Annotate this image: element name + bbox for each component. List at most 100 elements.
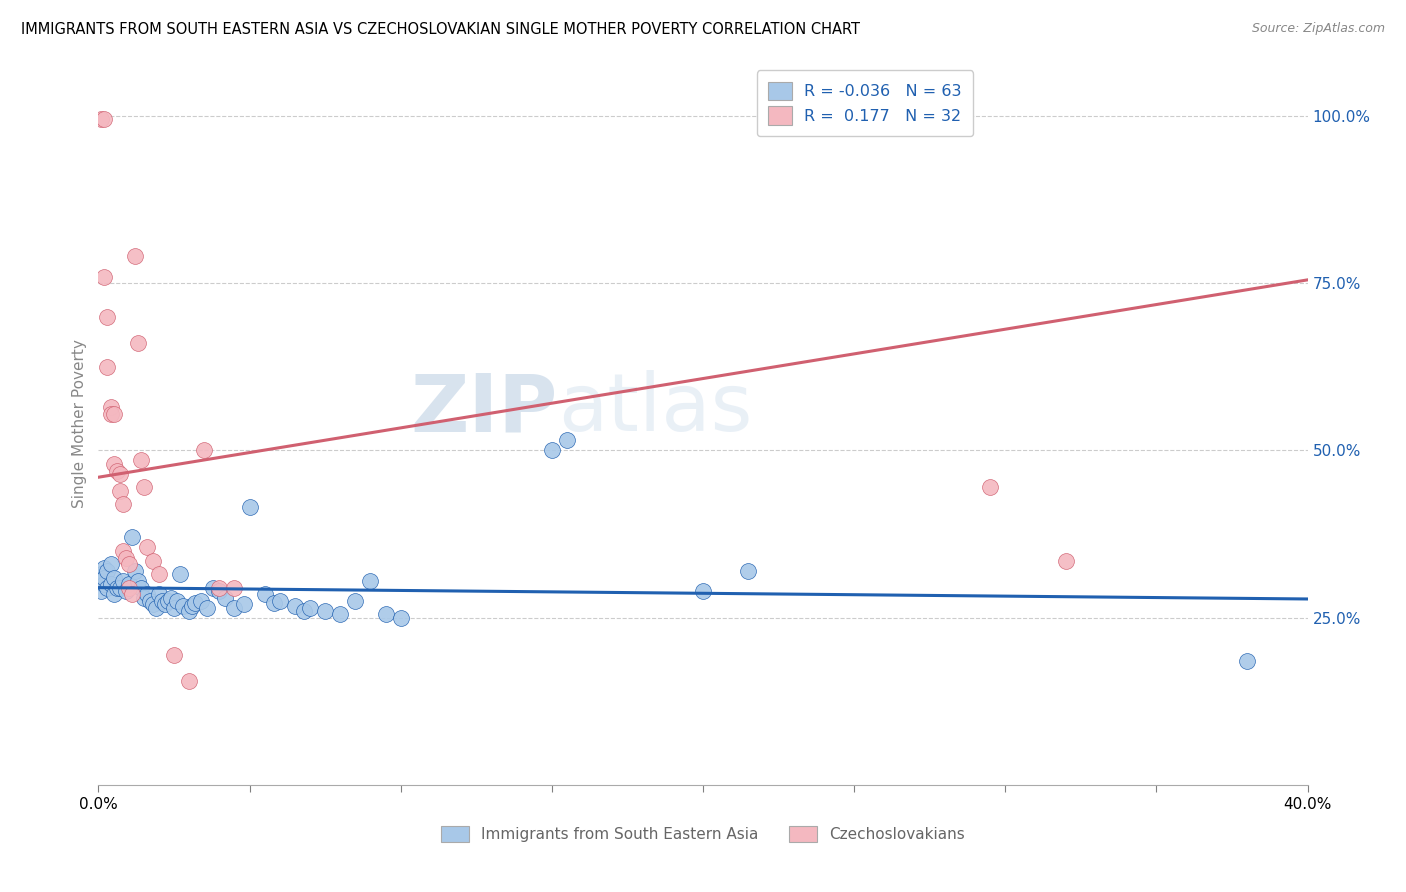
Point bbox=[253, 587, 276, 601]
Point bbox=[96, 310, 118, 324]
Point bbox=[132, 480, 155, 494]
Point bbox=[96, 359, 118, 374]
Point bbox=[108, 467, 131, 481]
Point bbox=[124, 250, 146, 264]
Point bbox=[555, 434, 578, 448]
Point bbox=[193, 443, 215, 458]
Point bbox=[232, 598, 254, 612]
Point bbox=[166, 594, 188, 608]
Point bbox=[127, 574, 149, 588]
Point bbox=[148, 567, 170, 582]
Point bbox=[105, 464, 128, 478]
Point bbox=[184, 596, 207, 610]
Point bbox=[692, 584, 714, 599]
Point bbox=[292, 604, 315, 618]
Point bbox=[314, 604, 336, 618]
Point bbox=[100, 577, 122, 591]
Point bbox=[142, 598, 165, 612]
Point bbox=[344, 594, 367, 608]
Point bbox=[139, 594, 162, 608]
Point bbox=[103, 407, 125, 421]
Point bbox=[135, 587, 157, 601]
Point bbox=[179, 604, 201, 618]
Point bbox=[148, 587, 170, 601]
Point bbox=[156, 594, 179, 608]
Point bbox=[190, 594, 212, 608]
Point bbox=[540, 443, 562, 458]
Point bbox=[208, 584, 231, 599]
Text: atlas: atlas bbox=[558, 370, 752, 449]
Point bbox=[153, 598, 176, 612]
Text: Source: ZipAtlas.com: Source: ZipAtlas.com bbox=[1251, 22, 1385, 36]
Point bbox=[374, 607, 396, 622]
Point bbox=[1054, 554, 1077, 568]
Text: ZIP: ZIP bbox=[411, 370, 558, 449]
Point bbox=[108, 483, 131, 498]
Point bbox=[163, 600, 186, 615]
Point bbox=[172, 599, 194, 613]
Point bbox=[284, 599, 307, 613]
Point bbox=[93, 112, 115, 127]
Point bbox=[239, 500, 262, 515]
Point bbox=[111, 574, 134, 588]
Point bbox=[93, 571, 115, 585]
Point bbox=[121, 587, 143, 601]
Point bbox=[329, 607, 352, 622]
Text: IMMIGRANTS FROM SOUTH EASTERN ASIA VS CZECHOSLOVAKIAN SINGLE MOTHER POVERTY CORR: IMMIGRANTS FROM SOUTH EASTERN ASIA VS CZ… bbox=[21, 22, 860, 37]
Point bbox=[145, 600, 167, 615]
Point bbox=[150, 594, 173, 608]
Point bbox=[129, 581, 152, 595]
Point bbox=[269, 594, 291, 608]
Point bbox=[90, 574, 112, 588]
Point bbox=[979, 480, 1001, 494]
Point bbox=[118, 581, 141, 595]
Point bbox=[118, 577, 141, 591]
Point bbox=[737, 564, 759, 578]
Point bbox=[181, 599, 204, 613]
Point bbox=[127, 336, 149, 351]
Point bbox=[118, 557, 141, 572]
Y-axis label: Single Mother Poverty: Single Mother Poverty bbox=[72, 339, 87, 508]
Point bbox=[93, 269, 115, 284]
Legend: Immigrants from South Eastern Asia, Czechoslovakians: Immigrants from South Eastern Asia, Czec… bbox=[434, 818, 972, 849]
Point bbox=[93, 577, 115, 591]
Point bbox=[90, 112, 112, 127]
Point bbox=[142, 554, 165, 568]
Point bbox=[100, 407, 122, 421]
Point bbox=[103, 587, 125, 601]
Point bbox=[389, 611, 412, 625]
Point bbox=[299, 600, 322, 615]
Point bbox=[1236, 654, 1258, 668]
Point bbox=[90, 584, 112, 599]
Point bbox=[132, 591, 155, 605]
Point bbox=[96, 564, 118, 578]
Point bbox=[105, 581, 128, 595]
Point bbox=[224, 581, 246, 595]
Point bbox=[96, 581, 118, 595]
Point bbox=[224, 600, 246, 615]
Point bbox=[111, 497, 134, 511]
Point bbox=[124, 564, 146, 578]
Point bbox=[111, 544, 134, 558]
Point bbox=[135, 541, 157, 555]
Point bbox=[214, 591, 236, 605]
Point bbox=[163, 648, 186, 662]
Point bbox=[114, 550, 136, 565]
Point bbox=[103, 571, 125, 585]
Point bbox=[93, 560, 115, 574]
Point bbox=[103, 457, 125, 471]
Point bbox=[263, 596, 285, 610]
Point bbox=[121, 530, 143, 544]
Point bbox=[100, 400, 122, 414]
Point bbox=[202, 581, 225, 595]
Point bbox=[129, 453, 152, 467]
Point bbox=[100, 557, 122, 572]
Point bbox=[179, 674, 201, 689]
Point bbox=[160, 591, 183, 605]
Point bbox=[114, 584, 136, 599]
Point bbox=[208, 581, 231, 595]
Point bbox=[360, 574, 382, 588]
Point bbox=[195, 600, 218, 615]
Point bbox=[90, 567, 112, 582]
Point bbox=[108, 581, 131, 595]
